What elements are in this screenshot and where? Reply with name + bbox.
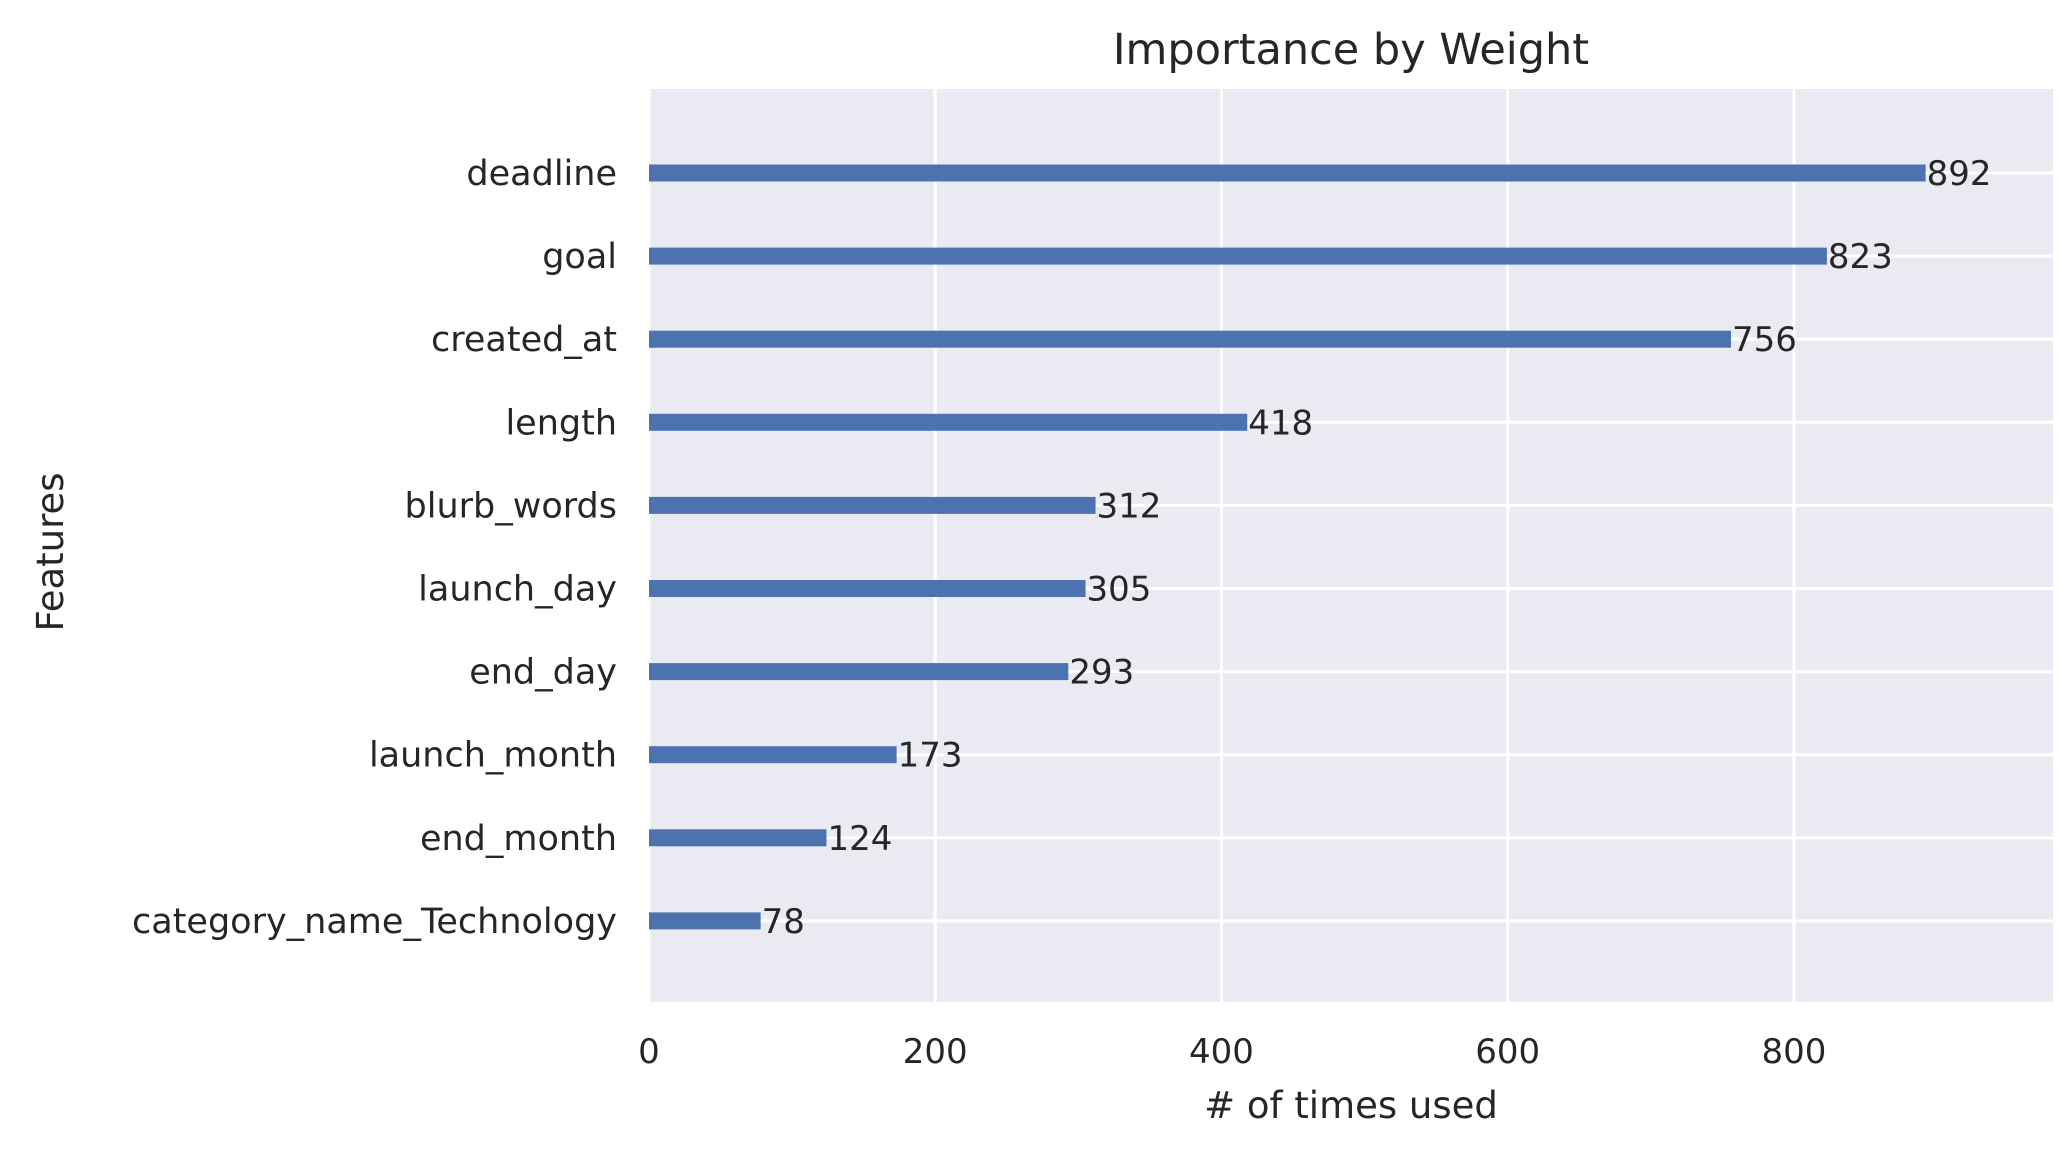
data-label: 823 (1828, 237, 1893, 277)
data-label: 756 (1732, 320, 1797, 360)
data-label: 124 (827, 819, 892, 859)
data-label: 418 (1248, 403, 1313, 443)
bar (649, 746, 897, 764)
y-tick-label: category_name_Technology (132, 902, 617, 942)
y-tick-label: launch_month (369, 736, 617, 776)
data-label: 78 (762, 902, 805, 942)
data-label: 312 (1097, 486, 1162, 526)
bar (649, 912, 761, 930)
bar (649, 829, 827, 847)
y-axis-label: Features (29, 472, 72, 631)
x-tick-label: 400 (1189, 1032, 1254, 1072)
y-tick-label: deadline (466, 154, 617, 194)
bar (649, 330, 1731, 348)
y-tick-label: end_day (469, 653, 617, 693)
x-tick-label: 800 (1762, 1032, 1827, 1072)
x-tick-label: 600 (1475, 1032, 1540, 1072)
chart-title: Importance by Weight (1113, 25, 1589, 75)
plot-background (649, 89, 2053, 1002)
bar (649, 164, 1926, 182)
x-axis-label: # of times used (1204, 1084, 1498, 1127)
data-label: 173 (898, 736, 963, 776)
y-tick-label: launch_day (418, 570, 617, 610)
data-label: 293 (1069, 653, 1134, 693)
x-tick-label: 0 (638, 1032, 660, 1072)
y-tick-label: goal (542, 237, 617, 277)
bar (649, 580, 1086, 597)
y-tick-label: end_month (420, 819, 617, 859)
bar (649, 247, 1827, 265)
y-tick-label: created_at (431, 320, 617, 360)
bar (649, 413, 1248, 431)
data-label: 892 (1927, 154, 1992, 194)
y-tick-label: length (505, 403, 617, 443)
data-label: 305 (1087, 570, 1152, 610)
y-tick-label: blurb_words (405, 486, 618, 526)
bar (649, 496, 1096, 514)
bar (649, 663, 1069, 681)
x-tick-label: 200 (903, 1032, 968, 1072)
